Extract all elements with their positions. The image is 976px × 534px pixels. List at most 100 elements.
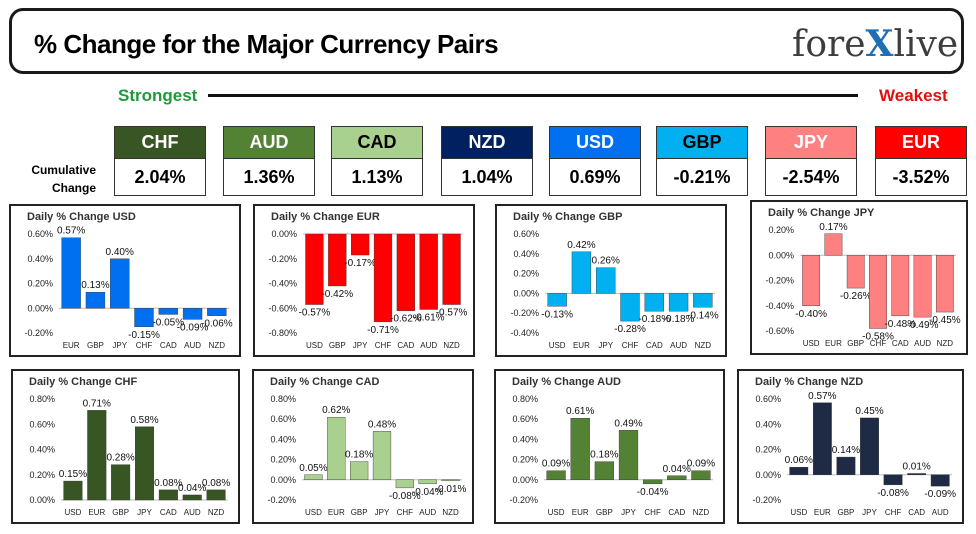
bar-jpy: [110, 258, 130, 309]
data-label: 0.09%: [542, 459, 570, 470]
x-tick-label: CHF: [622, 341, 639, 350]
bar-nzd: [206, 489, 226, 501]
x-tick-label: EUR: [572, 508, 589, 517]
x-tick-label: JPY: [621, 508, 636, 517]
bar-gbp: [594, 461, 614, 481]
y-tick-label: 0.40%: [755, 419, 781, 429]
chart-panel-chf: Daily % Change CHF 0.00% 0.20% 0.40% 0.60% 0…: [11, 369, 240, 524]
data-label: 0.49%: [614, 418, 642, 429]
y-tick-label: 0.00%: [27, 303, 53, 313]
y-tick-label: -0.40%: [510, 328, 539, 338]
data-label: 0.71%: [83, 398, 111, 409]
x-tick-label: NZD: [209, 341, 226, 350]
y-tick-label: 0.00%: [270, 475, 296, 485]
x-tick-label: CHF: [644, 508, 661, 517]
x-tick-label: NZD: [442, 508, 459, 517]
x-tick-label: EUR: [825, 339, 842, 348]
data-label: 0.17%: [819, 222, 847, 233]
x-tick-label: EUR: [814, 508, 831, 517]
x-tick-label: USD: [305, 508, 322, 517]
x-tick-label: CAD: [160, 341, 177, 350]
y-tick-label: 0.20%: [512, 455, 538, 465]
bar-usd: [63, 480, 83, 501]
currency-header-gbp: GBP: [656, 126, 748, 158]
data-label: 0.05%: [299, 463, 327, 474]
bar-usd: [802, 255, 821, 306]
bar-aud: [930, 474, 950, 487]
currency-header-chf: CHF: [114, 126, 206, 158]
bar-nzd: [935, 255, 954, 313]
bar-chf: [395, 479, 414, 489]
data-label: 0.45%: [855, 406, 883, 417]
x-tick-label: AUD: [420, 341, 437, 350]
data-label: 0.62%: [322, 405, 350, 416]
data-label: 0.14%: [832, 445, 860, 456]
bar-cad: [667, 475, 687, 481]
bar-eur: [571, 251, 592, 294]
x-tick-label: JPY: [862, 508, 877, 517]
data-label: -0.17%: [344, 258, 376, 269]
logo-x-icon: X: [865, 23, 894, 65]
y-tick-label: 0.60%: [270, 414, 296, 424]
bar-jpy: [596, 267, 616, 294]
x-tick-label: JPY: [353, 341, 368, 350]
x-tick-label: NZD: [208, 508, 225, 517]
y-tick-label: -0.20%: [267, 495, 296, 505]
data-label: -0.15%: [128, 330, 160, 341]
bar-chf: [883, 474, 903, 486]
chart-title: Daily % Change NZD: [755, 376, 864, 388]
chart-eur: -0.80% -0.60% -0.40% -0.20% 0.00% -0.57% USD -0…: [268, 229, 468, 350]
currency-change-cad: 1.13%: [331, 158, 423, 196]
y-tick-label: 0.60%: [755, 394, 781, 404]
x-tick-label: JPY: [598, 341, 613, 350]
bar-chf: [869, 255, 887, 329]
x-tick-label: GBP: [351, 508, 368, 517]
y-tick-label: 0.60%: [512, 414, 538, 424]
y-tick-label: 0.40%: [27, 254, 53, 264]
y-tick-label: 0.80%: [512, 394, 538, 404]
bar-aud: [182, 308, 203, 320]
data-label: -0.01%: [435, 484, 467, 495]
currency-change-chf: 2.04%: [114, 158, 206, 196]
y-tick-label: 0.60%: [27, 229, 53, 239]
y-tick-label: 0.60%: [29, 419, 55, 429]
x-tick-label: USD: [548, 508, 565, 517]
currency-change-nzd: 1.04%: [441, 158, 533, 196]
x-tick-label: AUD: [914, 339, 931, 348]
chart-panel-aud: Daily % Change AUD -0.20% 0.00% 0.20% 0.40%…: [494, 369, 725, 524]
bar-aud: [182, 494, 202, 501]
bar-cad: [396, 233, 415, 311]
y-tick-label: 0.20%: [755, 445, 781, 455]
y-tick-label: 0.00%: [271, 229, 297, 239]
bar-nzd: [441, 479, 460, 482]
x-tick-label: USD: [790, 508, 807, 517]
x-tick-label: USD: [306, 341, 323, 350]
currency-header-jpy: JPY: [765, 126, 857, 158]
y-tick-label: 0.00%: [29, 495, 55, 505]
bar-chf: [134, 308, 154, 328]
x-tick-label: USD: [803, 339, 820, 348]
data-label: -0.57%: [436, 308, 468, 319]
data-label: 0.57%: [57, 226, 85, 237]
data-label: 0.18%: [345, 450, 373, 461]
y-tick-label: 0.80%: [270, 394, 296, 404]
bar-eur: [87, 410, 107, 501]
bar-eur: [61, 237, 81, 309]
y-tick-label: 0.20%: [29, 470, 55, 480]
data-label: 0.40%: [106, 247, 134, 258]
y-tick-label: 0.80%: [29, 394, 55, 404]
data-label: -0.48%: [884, 319, 916, 330]
x-tick-label: CHF: [397, 508, 414, 517]
x-tick-label: CAD: [668, 508, 685, 517]
currency-change-eur: -3.52%: [875, 158, 967, 196]
x-tick-label: NZD: [443, 341, 460, 350]
x-tick-label: CAD: [646, 341, 663, 350]
currency-header-usd: USD: [549, 126, 641, 158]
bar-gbp: [328, 233, 347, 287]
y-tick-label: -0.20%: [268, 254, 297, 264]
data-label: -0.49%: [907, 320, 939, 331]
forexlive-logo: foreXlive: [792, 23, 958, 65]
x-tick-label: GBP: [837, 508, 854, 517]
x-tick-label: EUR: [573, 341, 590, 350]
bar-chf: [373, 233, 393, 323]
